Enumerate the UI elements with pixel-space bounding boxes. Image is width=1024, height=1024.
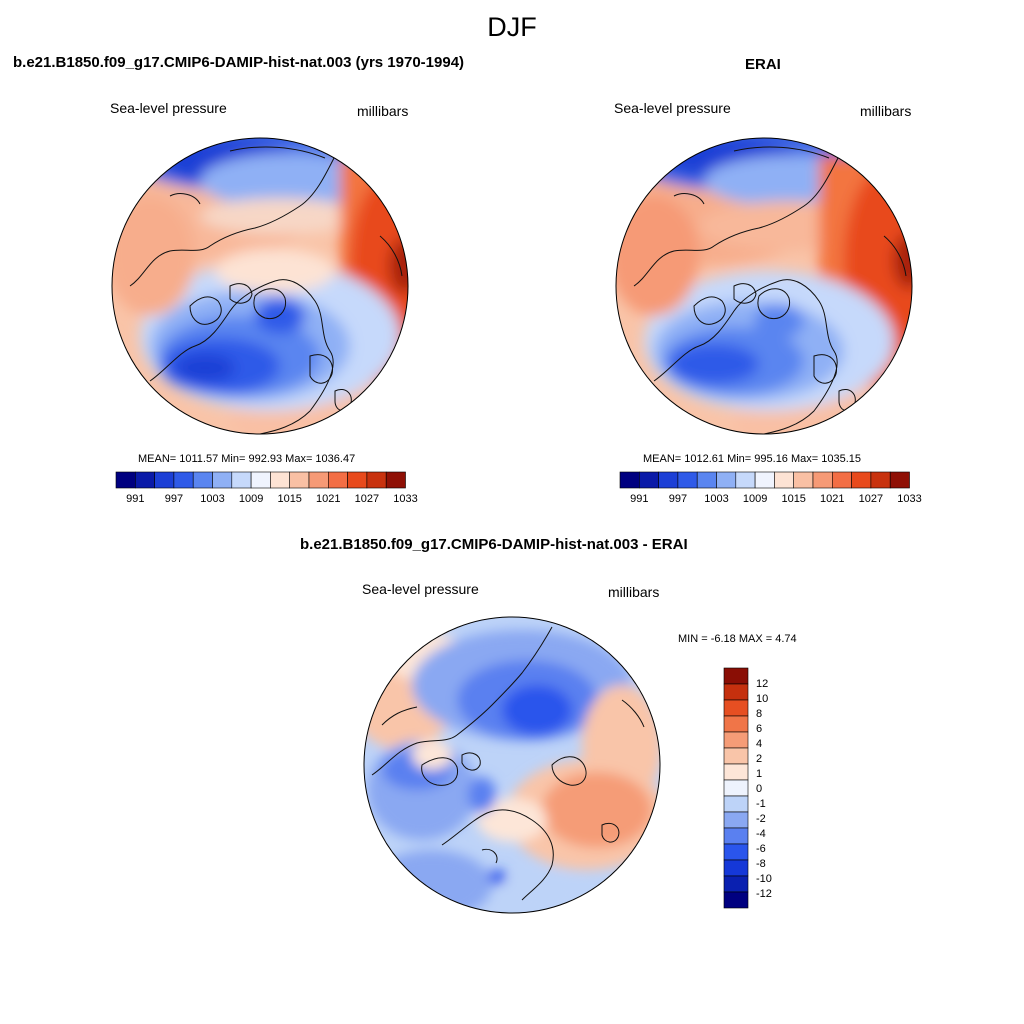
obs-colorbar-box xyxy=(658,471,679,489)
obs-colorbar-box xyxy=(851,471,872,489)
diff-colorbar-box xyxy=(723,891,749,909)
diff-colorbar-tick-label: -12 xyxy=(756,888,772,900)
diff-colorbar-tick-label: 12 xyxy=(756,678,768,690)
diff-colorbar-tick-label: 6 xyxy=(756,723,762,735)
model-colorbar-box xyxy=(289,471,310,489)
obs-colorbar-box xyxy=(619,471,640,489)
obs-colorbar-tick-label: 991 xyxy=(630,493,648,505)
model-colorbar-tick-label: 1015 xyxy=(277,493,301,505)
obs-panel-title: ERAI xyxy=(745,56,781,73)
model-colorbar-box xyxy=(308,471,329,489)
obs-colorbar: 991 997 1003 1009 1015 1021 1027 1033 xyxy=(619,471,922,505)
diff-polar-map xyxy=(363,616,661,914)
obs-colorbar-tick-label: 1003 xyxy=(704,493,728,505)
diff-variable-label: Sea-level pressure xyxy=(362,581,479,597)
obs-colorbar-box xyxy=(793,471,814,489)
model-colorbar-box xyxy=(231,471,252,489)
diff-colorbar-tick-label: 4 xyxy=(756,738,762,750)
model-colorbar-tick-label: 997 xyxy=(165,493,183,505)
model-stats: MEAN= 1011.57 Min= 992.93 Max= 1036.47 xyxy=(138,453,356,465)
model-colorbar-tick-label: 1021 xyxy=(316,493,340,505)
obs-colorbar-box xyxy=(716,471,737,489)
model-colorbar-box xyxy=(192,471,213,489)
diff-colorbar-box xyxy=(723,731,749,749)
obs-colorbar-box xyxy=(735,471,756,489)
diff-stats: MIN = -6.18 MAX = 4.74 xyxy=(678,633,797,645)
diff-colorbar-tick-label: 1 xyxy=(756,768,762,780)
diff-colorbar-box xyxy=(723,795,749,813)
obs-colorbar-box xyxy=(812,471,833,489)
model-colorbar-box xyxy=(366,471,387,489)
diff-colorbar-box xyxy=(723,715,749,733)
obs-colorbar-box xyxy=(638,471,659,489)
obs-variable-label: Sea-level pressure xyxy=(614,100,731,116)
diff-colorbar-box xyxy=(723,779,749,797)
diff-colorbar-box xyxy=(723,683,749,701)
model-colorbar-box xyxy=(347,471,368,489)
diff-colorbar-tick-label: -2 xyxy=(756,813,766,825)
model-polar-map xyxy=(111,137,409,435)
diff-colorbar-box xyxy=(723,859,749,877)
obs-units-label: millibars xyxy=(860,103,912,119)
obs-polar-map xyxy=(615,137,913,435)
model-colorbar: 991 997 1003 1009 1015 1021 1027 1033 xyxy=(115,471,418,505)
diff-colorbar-tick-label: 8 xyxy=(756,708,762,720)
model-panel-title: b.e21.B1850.f09_g17.CMIP6-DAMIP-hist-nat… xyxy=(13,54,465,71)
obs-colorbar-box xyxy=(696,471,717,489)
diff-colorbar-tick-label: -1 xyxy=(756,798,766,810)
obs-colorbar-tick-label: 1027 xyxy=(859,493,883,505)
obs-colorbar-tick-label: 997 xyxy=(669,493,687,505)
diff-colorbar-box xyxy=(723,763,749,781)
diff-colorbar-box xyxy=(723,875,749,893)
model-colorbar-tick-label: 1027 xyxy=(355,493,379,505)
model-colorbar-box xyxy=(385,471,406,489)
obs-colorbar-tick-label: 1015 xyxy=(781,493,805,505)
diff-panel-title: b.e21.B1850.f09_g17.CMIP6-DAMIP-hist-nat… xyxy=(300,536,688,553)
obs-colorbar-box xyxy=(889,471,910,489)
obs-colorbar-tick-label: 1021 xyxy=(820,493,844,505)
diff-colorbar-tick-label: -8 xyxy=(756,858,766,870)
diff-colorbar-tick-label: 2 xyxy=(756,753,762,765)
diff-colorbar-box xyxy=(723,843,749,861)
diff-colorbar-box xyxy=(723,699,749,717)
model-colorbar-box xyxy=(134,471,155,489)
diff-colorbar-box xyxy=(723,667,749,685)
model-colorbar-tick-label: 1003 xyxy=(200,493,224,505)
model-colorbar-box xyxy=(173,471,194,489)
obs-stats: MEAN= 1012.61 Min= 995.16 Max= 1035.15 xyxy=(643,453,862,465)
diff-colorbar-tick-label: 10 xyxy=(756,693,768,705)
model-variable-label: Sea-level pressure xyxy=(110,100,227,116)
model-colorbar-tick-label: 1009 xyxy=(239,493,263,505)
obs-colorbar-tick-label: 1033 xyxy=(897,493,921,505)
model-colorbar-box xyxy=(250,471,271,489)
diff-colorbar-box xyxy=(723,747,749,765)
model-colorbar-box xyxy=(328,471,348,489)
diff-colorbar-tick-label: -6 xyxy=(756,843,766,855)
obs-colorbar-box xyxy=(870,471,891,489)
obs-colorbar-box xyxy=(754,471,775,489)
diff-colorbar-box xyxy=(723,827,749,845)
model-colorbar-box xyxy=(154,471,175,489)
diff-colorbar-tick-label: -10 xyxy=(756,873,772,885)
model-colorbar-box xyxy=(212,471,233,489)
model-colorbar-tick-label: 991 xyxy=(126,493,144,505)
obs-colorbar-tick-label: 1009 xyxy=(743,493,767,505)
model-colorbar-tick-label: 1033 xyxy=(393,493,417,505)
model-colorbar-box xyxy=(270,471,290,489)
diff-colorbar-tick-label: -4 xyxy=(756,828,766,840)
model-units-label: millibars xyxy=(357,103,409,119)
obs-colorbar-box xyxy=(774,471,794,489)
diff-units-label: millibars xyxy=(608,584,660,600)
obs-colorbar-box xyxy=(832,471,852,489)
model-colorbar-box xyxy=(115,471,136,489)
obs-colorbar-box xyxy=(677,471,698,489)
diff-colorbar-box xyxy=(723,811,749,829)
figure-title: DJF xyxy=(487,12,537,42)
diff-colorbar-tick-label: 0 xyxy=(756,783,762,795)
